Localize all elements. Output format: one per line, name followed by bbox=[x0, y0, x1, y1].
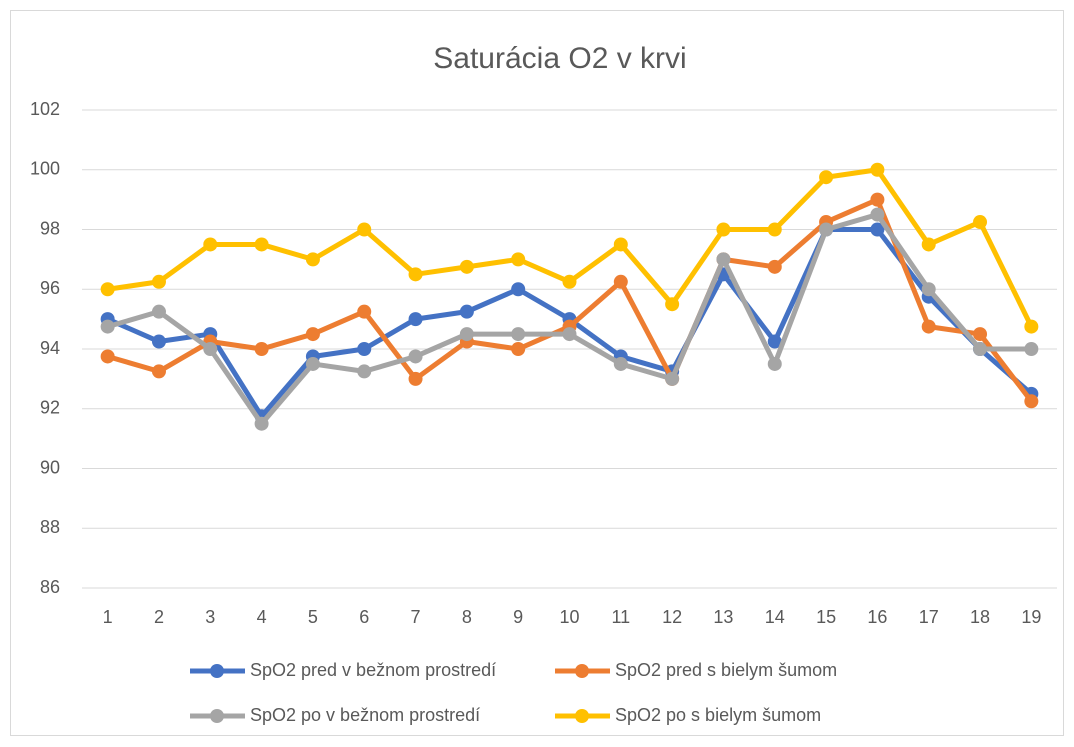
data-point bbox=[973, 342, 988, 356]
x-tick-label: 9 bbox=[513, 607, 523, 627]
x-tick-label: 1 bbox=[103, 607, 113, 627]
data-point bbox=[357, 364, 372, 379]
data-point bbox=[408, 349, 423, 364]
y-tick-label: 90 bbox=[40, 457, 60, 477]
y-tick-label: 96 bbox=[40, 278, 60, 298]
data-point bbox=[819, 170, 834, 185]
data-point bbox=[151, 304, 166, 319]
data-point bbox=[100, 282, 115, 297]
data-point bbox=[100, 319, 115, 334]
data-point bbox=[562, 274, 577, 289]
data-point bbox=[254, 237, 269, 252]
data-point bbox=[254, 416, 269, 431]
x-tick-label: 6 bbox=[359, 607, 369, 627]
legend-label: SpO2 po s bielym šumom bbox=[615, 705, 821, 725]
data-point bbox=[870, 192, 885, 207]
data-point bbox=[511, 282, 526, 297]
legend-label: SpO2 pred v bežnom prostredí bbox=[250, 660, 496, 680]
data-point bbox=[305, 356, 320, 371]
chart-title: Saturácia O2 v krvi bbox=[433, 42, 686, 75]
data-point bbox=[921, 237, 936, 252]
data-point bbox=[408, 312, 423, 327]
x-tick-label: 7 bbox=[411, 607, 421, 627]
x-tick-label: 2 bbox=[154, 607, 164, 627]
data-point bbox=[203, 342, 218, 356]
data-point bbox=[357, 304, 372, 319]
x-tick-label: 5 bbox=[308, 607, 318, 627]
data-point bbox=[151, 274, 166, 289]
data-point bbox=[305, 327, 320, 342]
legend-marker bbox=[210, 664, 224, 678]
x-tick-label: 18 bbox=[970, 607, 990, 627]
x-tick-label: 19 bbox=[1021, 607, 1041, 627]
data-point bbox=[1024, 394, 1039, 409]
data-point bbox=[357, 222, 372, 237]
data-point bbox=[151, 364, 166, 379]
data-point bbox=[870, 162, 885, 177]
data-point bbox=[1024, 342, 1039, 356]
x-tick-label: 14 bbox=[765, 607, 785, 627]
x-tick-label: 15 bbox=[816, 607, 836, 627]
data-point bbox=[459, 259, 474, 274]
data-point bbox=[819, 222, 834, 237]
y-tick-label: 88 bbox=[40, 517, 60, 537]
data-point bbox=[203, 237, 218, 252]
data-point bbox=[665, 297, 680, 312]
data-point bbox=[767, 259, 782, 274]
chart-border bbox=[10, 10, 1064, 736]
data-point bbox=[511, 327, 526, 342]
data-point bbox=[562, 327, 577, 342]
data-point bbox=[716, 222, 731, 237]
y-tick-label: 94 bbox=[40, 338, 60, 358]
x-tick-label: 4 bbox=[257, 607, 267, 627]
x-tick-label: 12 bbox=[662, 607, 682, 627]
legend-marker bbox=[575, 709, 589, 723]
y-tick-label: 102 bbox=[30, 99, 60, 119]
data-point bbox=[767, 222, 782, 237]
data-point bbox=[973, 215, 988, 230]
x-tick-label: 13 bbox=[713, 607, 733, 627]
data-point bbox=[973, 327, 988, 342]
data-point bbox=[100, 349, 115, 364]
data-point bbox=[305, 252, 320, 267]
legend-label: SpO2 po v bežnom prostredí bbox=[250, 705, 480, 725]
data-point bbox=[613, 237, 628, 252]
data-point bbox=[511, 342, 526, 356]
y-tick-label: 100 bbox=[30, 159, 60, 179]
y-tick-label: 98 bbox=[40, 218, 60, 238]
x-tick-label: 3 bbox=[205, 607, 215, 627]
y-tick-label: 92 bbox=[40, 398, 60, 418]
x-tick-label: 17 bbox=[919, 607, 939, 627]
data-point bbox=[357, 342, 372, 356]
data-point bbox=[459, 327, 474, 342]
data-point bbox=[459, 304, 474, 319]
x-tick-label: 10 bbox=[559, 607, 579, 627]
legend-marker bbox=[575, 664, 589, 678]
data-point bbox=[716, 252, 731, 267]
x-tick-label: 8 bbox=[462, 607, 472, 627]
data-point bbox=[665, 371, 680, 386]
legend-marker bbox=[210, 709, 224, 723]
data-point bbox=[408, 267, 423, 282]
legend-label: SpO2 pred s bielym šumom bbox=[615, 660, 837, 680]
x-tick-label: 11 bbox=[611, 607, 630, 627]
y-tick-label: 86 bbox=[40, 577, 60, 597]
data-point bbox=[254, 342, 269, 356]
data-point bbox=[1024, 319, 1039, 334]
data-point bbox=[151, 334, 166, 349]
data-point bbox=[767, 356, 782, 371]
data-point bbox=[408, 371, 423, 386]
data-point bbox=[511, 252, 526, 267]
data-point bbox=[613, 274, 628, 289]
data-point bbox=[921, 282, 936, 297]
data-point bbox=[870, 207, 885, 222]
data-point bbox=[921, 319, 936, 334]
x-tick-label: 16 bbox=[867, 607, 887, 627]
data-point bbox=[870, 222, 885, 237]
data-point bbox=[613, 356, 628, 371]
data-point bbox=[767, 334, 782, 349]
